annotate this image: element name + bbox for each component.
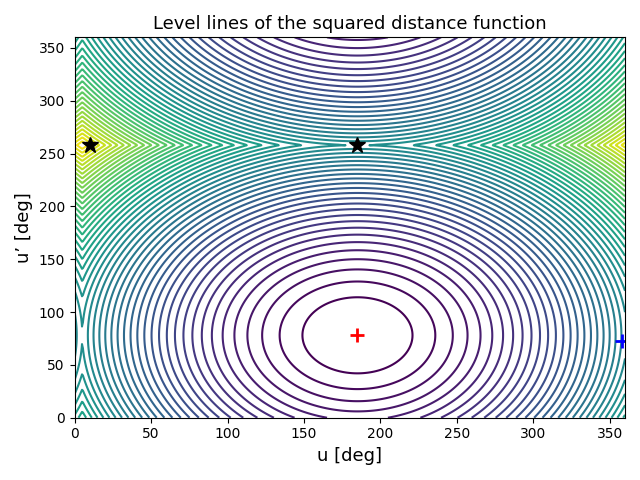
Title: Level lines of the squared distance function: Level lines of the squared distance func… <box>153 15 547 33</box>
X-axis label: u [deg]: u [deg] <box>317 447 382 465</box>
Y-axis label: u’ [deg]: u’ [deg] <box>15 192 33 263</box>
